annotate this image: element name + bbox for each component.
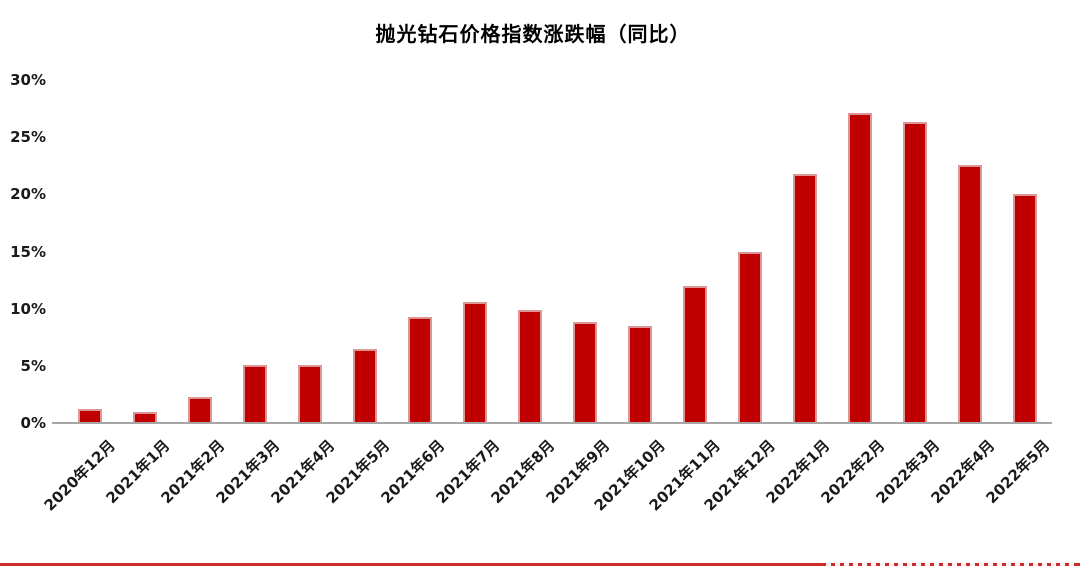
plot-area	[62, 80, 1052, 423]
bar	[187, 396, 212, 423]
bar-slot	[722, 80, 777, 423]
y-axis-tick-label: 20%	[10, 185, 46, 204]
bar-slot	[502, 80, 557, 423]
bar	[902, 122, 927, 423]
bar-slot	[997, 80, 1052, 423]
bar-slot	[887, 80, 942, 423]
bar-slot	[62, 80, 117, 423]
bar-slot	[942, 80, 997, 423]
bar-slot	[337, 80, 392, 423]
bar-slot	[832, 80, 887, 423]
bar	[77, 409, 102, 423]
bar	[242, 364, 267, 423]
chart-title: 抛光钻石价格指数涨跌幅（同比）	[375, 22, 691, 46]
bar-slot	[392, 80, 447, 423]
bar	[627, 325, 652, 423]
x-axis-label: 2020年12月	[40, 436, 119, 515]
x-axis-labels: 2020年12月 2021年1月 2021年2月 2021年3月 2021年4月 2021…	[40, 430, 1053, 560]
bar	[847, 113, 872, 423]
bottom-rule	[0, 563, 1080, 566]
bar	[1012, 194, 1037, 423]
bar	[462, 301, 487, 423]
bar-slot	[612, 80, 667, 423]
y-axis-tick-label: 15%	[10, 242, 46, 261]
bar	[957, 164, 982, 423]
y-axis-tick-label: 0%	[20, 414, 46, 432]
y-axis-tick-label: 25%	[10, 128, 46, 147]
bar	[737, 251, 762, 423]
bar	[407, 316, 432, 423]
bar-slot	[447, 80, 502, 423]
bar	[352, 348, 377, 423]
bar	[572, 322, 597, 423]
bar-slot	[117, 80, 172, 423]
bar-slot	[777, 80, 832, 423]
bar-slot	[557, 80, 612, 423]
watermark	[826, 562, 1074, 567]
bar	[682, 285, 707, 423]
bar-slot	[282, 80, 337, 423]
bar-slot	[172, 80, 227, 423]
y-axis-tick-label: 10%	[10, 299, 46, 318]
y-axis-tick-label: 5%	[20, 356, 46, 375]
bar	[132, 411, 157, 423]
bar-slot	[227, 80, 282, 423]
x-axis-line	[52, 422, 1052, 424]
bar	[297, 364, 322, 423]
bar	[517, 309, 542, 423]
bar-slot	[667, 80, 722, 423]
y-axis-tick-label: 30%	[10, 71, 46, 89]
bar	[792, 173, 817, 423]
